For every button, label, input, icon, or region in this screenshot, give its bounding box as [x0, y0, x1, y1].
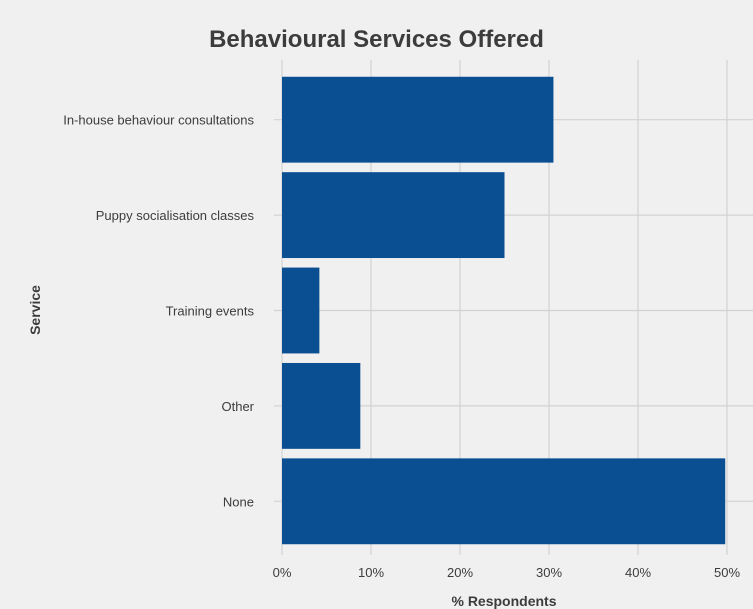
- y-tick-label: Other: [221, 399, 254, 414]
- bar: [282, 172, 505, 259]
- y-tick-label: None: [223, 494, 254, 509]
- chart-title: Behavioural Services Offered: [209, 26, 544, 53]
- x-tick-label: 10%: [358, 565, 384, 580]
- y-tick-label: Training events: [166, 304, 255, 319]
- x-axis-label: % Respondents: [451, 593, 556, 609]
- bar: [282, 76, 554, 163]
- bars: [282, 76, 726, 545]
- x-tick-label: 0%: [273, 565, 292, 580]
- y-axis-label: Service: [27, 285, 43, 335]
- bar: [282, 267, 320, 354]
- x-tick-label: 20%: [447, 565, 473, 580]
- bar: [282, 458, 726, 545]
- tick-labels: In-house behaviour consultations Puppy so…: [63, 113, 740, 580]
- x-tick-label: 40%: [625, 565, 651, 580]
- y-tick-label: In-house behaviour consultations: [63, 113, 254, 128]
- x-tick-label: 50%: [714, 565, 740, 580]
- bar: [282, 362, 361, 449]
- y-tick-label: Puppy socialisation classes: [96, 208, 255, 223]
- x-tick-label: 30%: [536, 565, 562, 580]
